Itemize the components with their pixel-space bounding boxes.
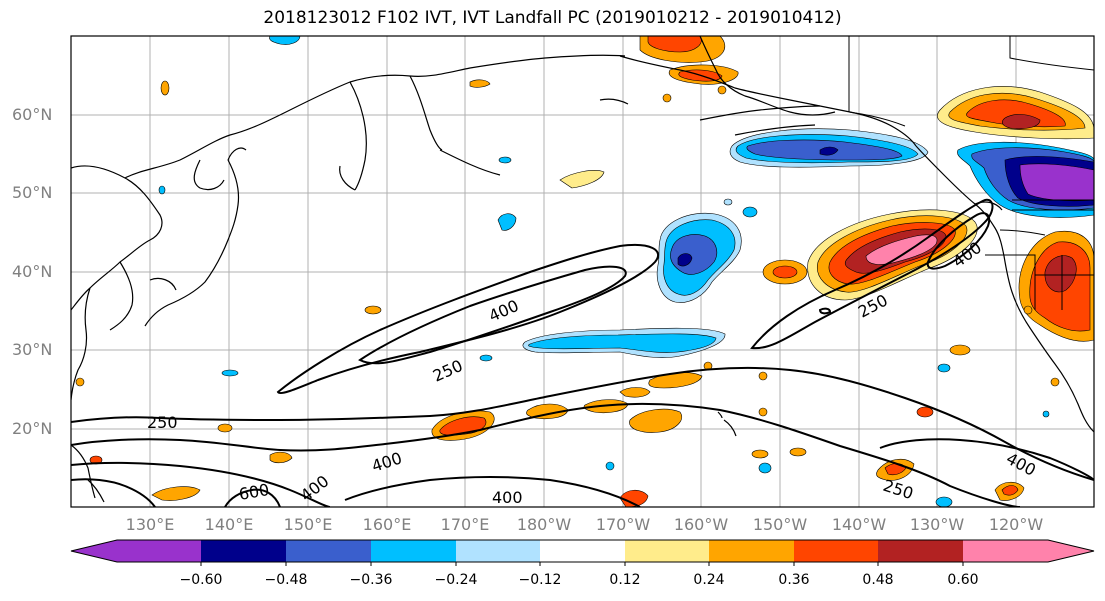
- borders: [848, 36, 1094, 310]
- colorbar-segment: [794, 540, 878, 562]
- lon-label: 150°E: [283, 515, 333, 534]
- lon-label: 160°W: [673, 515, 729, 534]
- colorbar-outline: [70, 539, 1095, 563]
- lon-label: 150°W: [752, 515, 808, 534]
- positive-anomaly-shading: [75, 36, 1094, 507]
- lat-label-40n: 40°N: [12, 262, 53, 281]
- colorbar-segment: [709, 540, 794, 562]
- gridlines: [71, 36, 1094, 507]
- colorbar-segment: [286, 540, 371, 562]
- colorbar-segment: [456, 540, 540, 562]
- lon-label: 140°E: [204, 515, 254, 534]
- ivt-contours: [71, 198, 1094, 507]
- colorbar-segment: [371, 540, 456, 562]
- colorbar-tick-label: −0.36: [349, 572, 393, 588]
- contour-label: 400: [492, 488, 523, 507]
- lon-label: 130°E: [125, 515, 175, 534]
- coastlines: [71, 36, 1094, 503]
- map-frame: [70, 35, 1095, 508]
- lat-label-30n: 30°N: [12, 340, 53, 359]
- colorbar: [70, 539, 1095, 566]
- lon-label: 170°W: [595, 515, 651, 534]
- lat-label-20n: 20°N: [12, 419, 53, 438]
- lon-label: 140°W: [831, 515, 887, 534]
- colorbar-segment: [71, 540, 201, 562]
- map-title: 2018123012 F102 IVT, IVT Landfall PC (20…: [263, 8, 842, 28]
- colorbar-tick-label: −0.12: [518, 572, 562, 588]
- colorbar-tick-label: 0.48: [862, 572, 894, 588]
- colorbar-segment: [963, 540, 1094, 562]
- colorbar-tick-label: −0.24: [434, 572, 478, 588]
- colorbar-tick-label: −0.60: [179, 572, 223, 588]
- colorbar-tick-label: 0.12: [609, 572, 641, 588]
- lon-label: 170°E: [440, 515, 490, 534]
- lon-label: 180°W: [516, 515, 572, 534]
- colorbar-segment: [201, 540, 286, 562]
- negative-anomaly-shading: [158, 36, 1094, 507]
- colorbar-segment: [878, 540, 963, 562]
- lat-label-60n: 60°N: [12, 105, 53, 124]
- colorbar-segment: [625, 540, 709, 562]
- lon-label: 160°E: [362, 515, 412, 534]
- colorbar-tick-label: 0.36: [778, 572, 810, 588]
- contour-label: 250: [147, 413, 178, 432]
- lon-label: 120°W: [988, 515, 1044, 534]
- lat-label-50n: 50°N: [12, 183, 53, 202]
- colorbar-tick-label: 0.60: [947, 572, 979, 588]
- colorbar-segment: [540, 540, 625, 562]
- colorbar-tick-label: −0.48: [264, 572, 308, 588]
- lon-label: 130°W: [909, 515, 965, 534]
- colorbar-tick-label: 0.24: [693, 572, 725, 588]
